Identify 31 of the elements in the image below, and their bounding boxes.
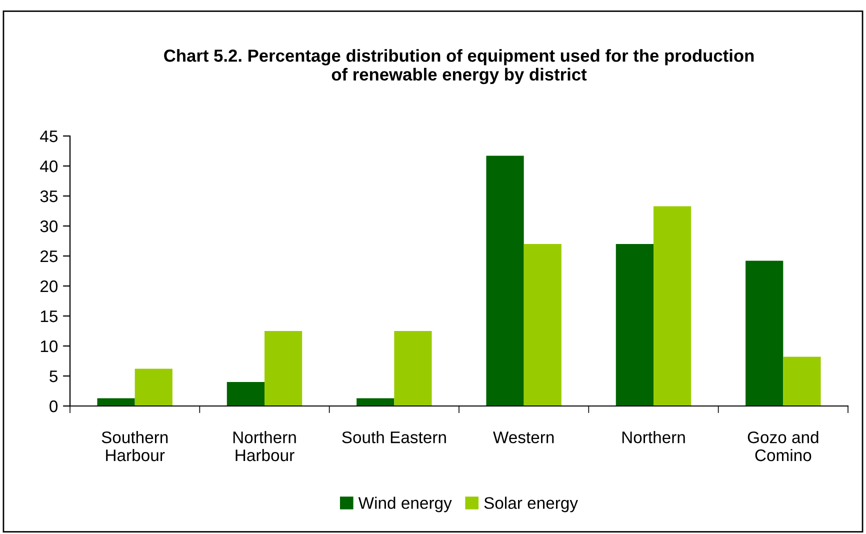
legend-label: Solar energy xyxy=(484,496,578,512)
bar xyxy=(654,206,692,406)
bar xyxy=(134,368,172,406)
bar xyxy=(783,356,821,406)
x-tick-label: Gozo and Comino xyxy=(748,431,818,462)
y-tick-label: 15 xyxy=(40,310,58,322)
x-tick-label: Western xyxy=(493,432,554,444)
bar xyxy=(746,260,784,406)
y-tick-label: 0 xyxy=(50,400,58,412)
bar xyxy=(264,331,302,406)
bar xyxy=(524,244,562,406)
x-tick-label: Northern xyxy=(622,431,685,444)
x-tick-label: South Eastern xyxy=(342,431,446,444)
y-tick-label: 20 xyxy=(40,280,58,292)
bar xyxy=(486,156,524,406)
y-tick-label: 30 xyxy=(40,220,58,232)
bar xyxy=(356,398,394,406)
y-tick-label: 10 xyxy=(40,340,58,352)
y-tick-label: 25 xyxy=(40,250,58,262)
y-tick-label: 35 xyxy=(40,190,58,202)
bar xyxy=(394,331,432,406)
y-tick-label: 40 xyxy=(40,160,58,172)
x-tick-label: Southern Harbour xyxy=(102,431,168,462)
bar xyxy=(616,244,654,406)
y-tick-label: 45 xyxy=(40,130,58,142)
y-tick-label: 5 xyxy=(50,370,58,382)
x-tick-label: Northern Harbour xyxy=(233,431,296,462)
bar xyxy=(97,398,135,406)
legend-label: Wind energy xyxy=(358,496,452,512)
bar xyxy=(226,382,264,406)
chart-title: Chart 5.2. Percentage distribution of equipment used for the production of renewable energy by district xyxy=(164,49,754,84)
